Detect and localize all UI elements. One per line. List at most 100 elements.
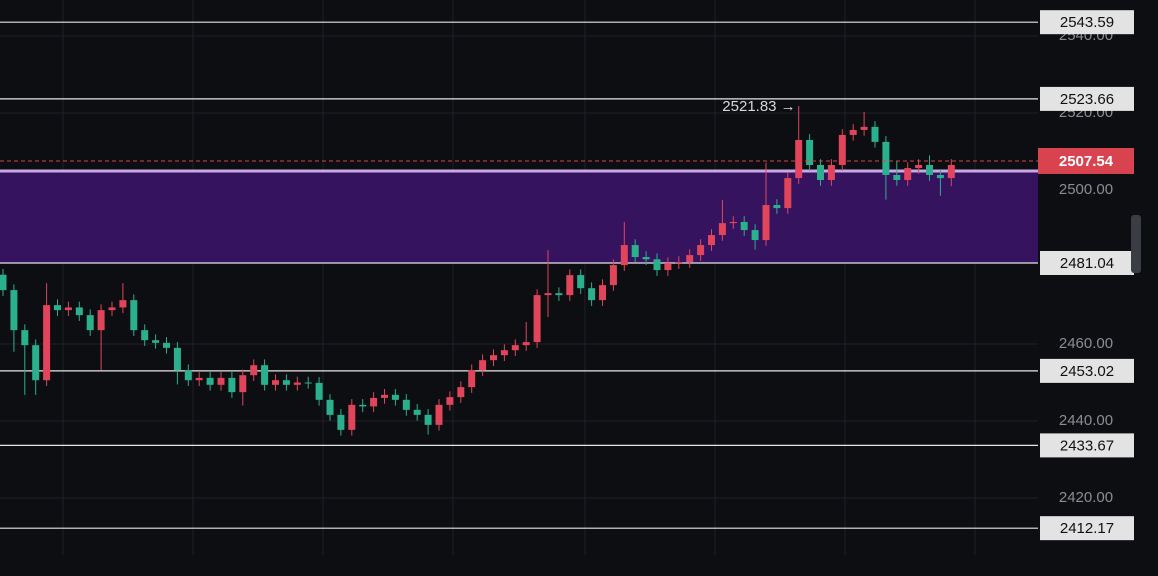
price-label-box [1040,433,1134,458]
candle-body [795,139,803,179]
candle-body [130,300,138,331]
candle-body [817,164,824,180]
candle-body [544,293,552,296]
candle-body [729,221,737,224]
candle-body [402,399,410,410]
candle-body [827,164,835,180]
candle-body [250,365,258,376]
candle-body [915,164,923,169]
candle-body [217,377,225,385]
candle-body [631,245,639,257]
candle-body [642,256,650,260]
candle-body [468,370,476,388]
candle-body [675,262,683,264]
candle-body [653,259,661,271]
candle-body [108,307,116,311]
candle-body [555,293,563,296]
candle-body [620,245,628,266]
candle-body [511,345,519,351]
price-label: 2543.59 [1060,14,1114,31]
candle-body [718,223,726,236]
candle-body [64,307,72,311]
candle-body [664,263,672,271]
candle-body [500,350,508,356]
candle-body [936,174,944,179]
candle-body [370,397,378,407]
price-label: 2523.66 [1060,91,1114,108]
candle-body [21,330,29,346]
candle-body [195,377,203,381]
candle-body [261,365,269,385]
candle-body [141,330,149,341]
candle-body [119,300,127,308]
candle-body [206,377,214,385]
candle-body [708,235,715,246]
candle-body [391,394,399,400]
candle-body [904,168,912,180]
price-label: 2453.02 [1060,363,1114,380]
candle-body [0,274,7,291]
last-price-label: 2507.54 [1059,153,1114,170]
candle-body [272,380,279,385]
candle-body [163,342,170,348]
candle-body [304,382,312,384]
candle-body [32,345,40,381]
candle-body [173,347,181,371]
candle-body [762,205,770,241]
price-label: 2433.67 [1060,437,1114,454]
last-price-box [1038,147,1134,174]
candle-body [751,230,759,241]
candle-body [315,382,323,400]
candle-body [282,380,290,385]
price-label-box [1040,251,1134,276]
y-tick-label: 2440.00 [1059,412,1113,429]
candle-body [566,275,574,296]
candle-body [54,305,61,311]
candle-body [490,355,497,361]
price-zone [0,170,1038,264]
candle-body [533,295,541,343]
candle-body [10,290,18,331]
candle-body [413,409,421,415]
candle-body [479,360,487,371]
candle-body [43,305,51,381]
candle-body [293,382,301,385]
candle-body [359,404,367,407]
y-tick-label: 2420.00 [1059,489,1113,506]
candle-body [882,141,890,175]
candle-body [97,310,105,331]
candle-body [457,387,465,398]
price-label: 2412.17 [1060,520,1114,537]
candle-body [599,285,606,301]
candle-body [686,255,694,263]
candle-body [424,414,432,425]
y-tick-label: 2500.00 [1059,181,1113,198]
candle-body [860,126,868,130]
candle-body [697,245,705,256]
annotation: 2521.83 → [722,98,795,115]
candle-body [773,205,781,209]
price-label-box [1040,358,1134,383]
scroll-handle[interactable] [1131,215,1141,273]
candle-body [871,126,879,142]
candle-body [228,377,236,393]
candle-body [806,139,814,165]
candle-body [849,129,857,135]
candle-body [588,288,596,301]
y-tick-label: 2460.00 [1059,335,1113,352]
candle-body [446,397,454,405]
candle-body [337,414,345,430]
price-label: 2481.04 [1060,255,1114,272]
candle-body [522,342,530,346]
candle-body [75,307,83,316]
candle-body [577,275,585,289]
price-label-box [1040,86,1134,111]
candle-body [381,394,388,398]
candle-body [784,178,792,209]
candle-body [86,315,94,331]
candle-body [893,174,901,180]
price-label-box [1040,516,1134,541]
candle-body [184,370,192,381]
